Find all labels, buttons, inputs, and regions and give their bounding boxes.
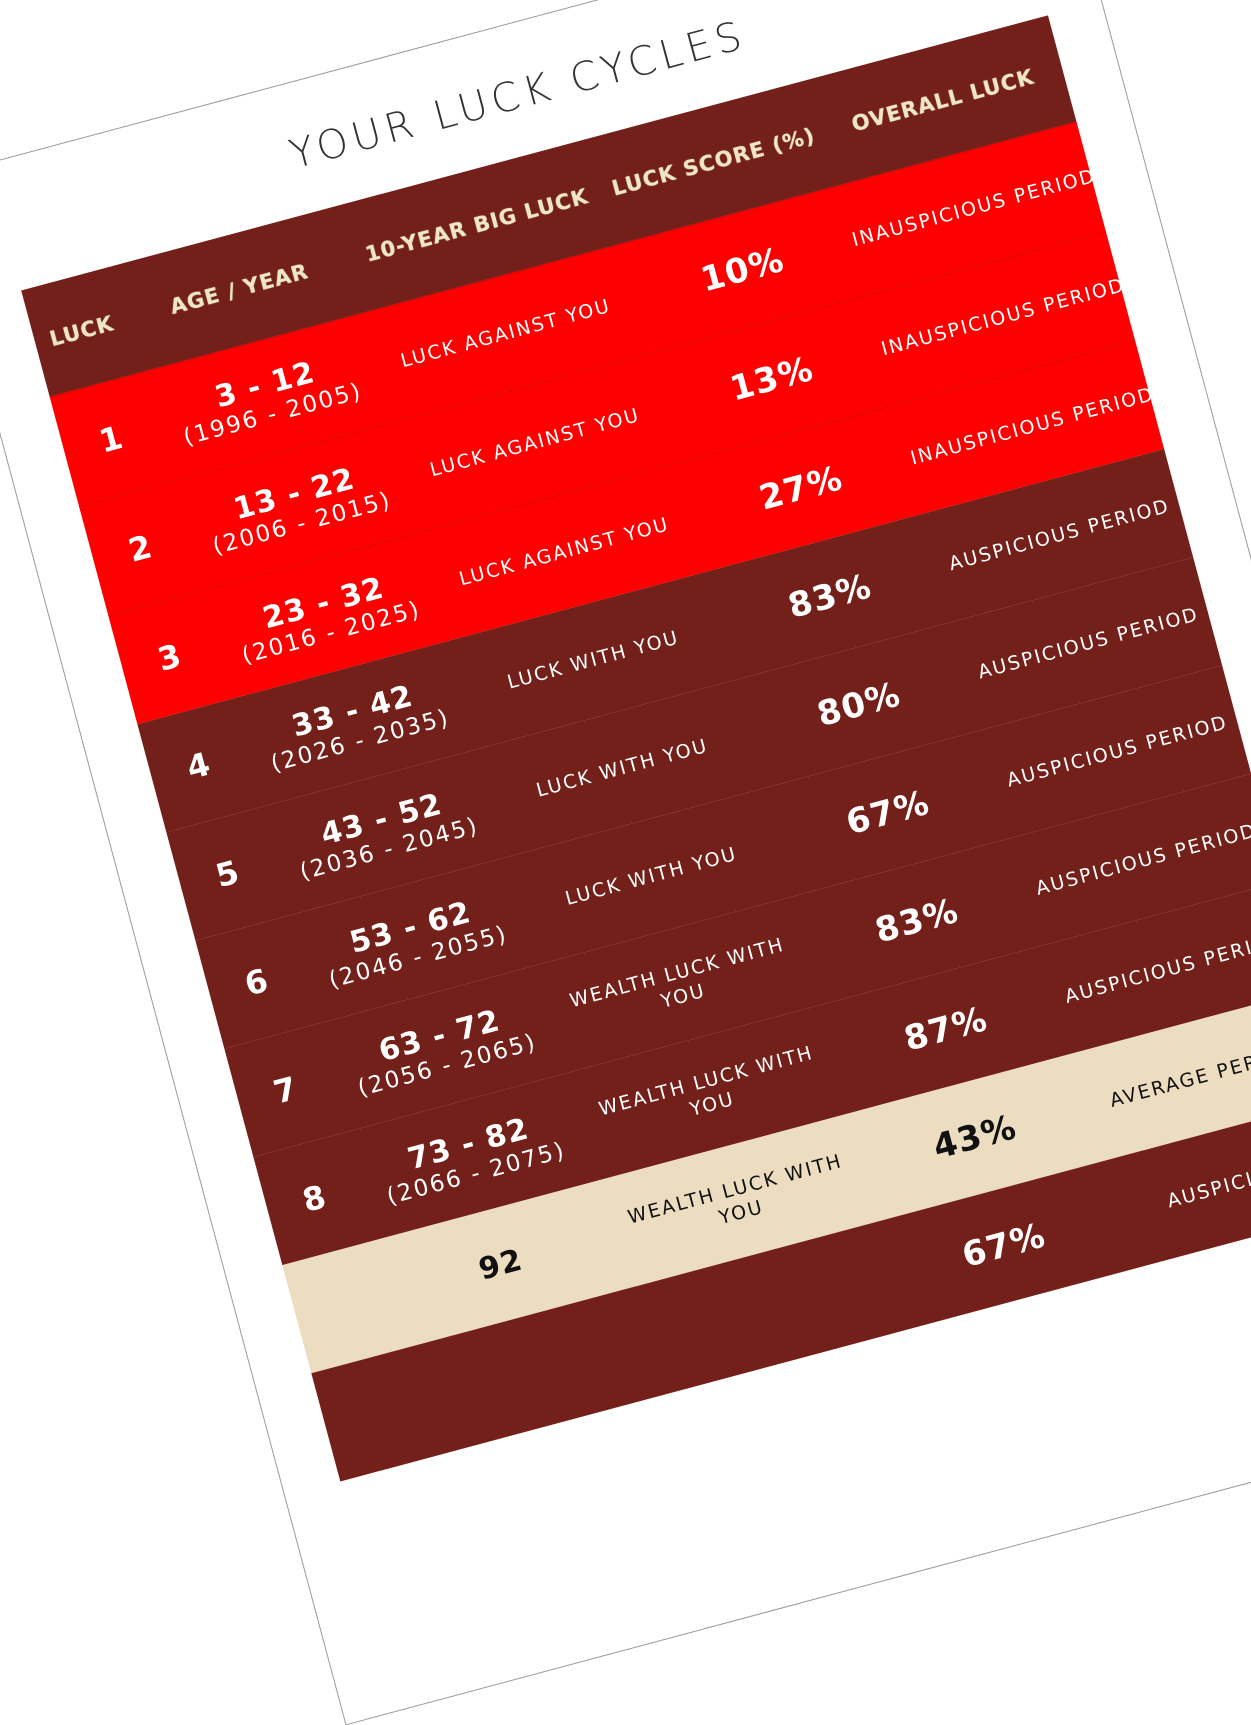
luck-score: 83% bbox=[870, 890, 963, 952]
luck-score: 83% bbox=[784, 566, 876, 627]
luck-number: 4 bbox=[182, 744, 214, 788]
luck-cycles-table: Luck Age / Year 10-Year Big Luck Luck Sc… bbox=[21, 15, 1251, 1482]
luck-number: 3 bbox=[153, 636, 185, 679]
luck-score: 43% bbox=[928, 1107, 1021, 1168]
luck-score: 87% bbox=[899, 999, 992, 1060]
big-luck: Luck with you bbox=[504, 626, 682, 694]
luck-score: 67% bbox=[957, 1215, 1050, 1276]
overall-luck: Auspicious period bbox=[1004, 711, 1231, 792]
age-year-cell: 92 bbox=[385, 1218, 616, 1311]
overall-luck: Average period bbox=[1107, 1040, 1251, 1112]
overall-luck: Inauspicious period bbox=[879, 274, 1128, 361]
luck-score: 27% bbox=[755, 458, 847, 519]
luck-number bbox=[326, 1403, 419, 1428]
big-luck: Luck against you bbox=[398, 294, 614, 373]
luck-number: 5 bbox=[211, 852, 243, 896]
age-range bbox=[419, 1343, 641, 1403]
big-luck: Luck against you bbox=[456, 513, 672, 591]
overall-luck: Inauspicious period bbox=[849, 164, 1099, 252]
header-luck-score: Luck Score (%) bbox=[609, 123, 818, 201]
luck-number: 1 bbox=[95, 418, 127, 461]
overall-luck: Auspicious period bbox=[1033, 819, 1251, 900]
year-range bbox=[419, 1343, 641, 1403]
luck-score: 13% bbox=[725, 349, 818, 410]
luck-number: 7 bbox=[269, 1069, 301, 1112]
age-range: 92 bbox=[474, 1242, 527, 1288]
header-age-year: Age / Year bbox=[167, 259, 311, 319]
overall-luck: Auspicious period bbox=[946, 495, 1173, 576]
luck-score: 67% bbox=[842, 782, 934, 844]
luck-number: 6 bbox=[240, 960, 272, 1004]
big-luck: Luck with you bbox=[533, 734, 711, 802]
luck-number: 8 bbox=[298, 1177, 330, 1220]
overall-luck: Auspicious period bbox=[1062, 927, 1251, 1008]
big-luck bbox=[641, 1275, 894, 1343]
overall-luck: Auspicious period bbox=[975, 603, 1202, 684]
overall-luck: Inauspicious period bbox=[908, 383, 1157, 470]
luck-score: 80% bbox=[813, 674, 905, 736]
age-year-cell bbox=[419, 1343, 641, 1403]
big-luck: Luck with you bbox=[562, 842, 740, 910]
luck-score: 10% bbox=[696, 239, 789, 301]
header-luck: Luck bbox=[47, 311, 117, 352]
header-overall-luck: Overall Luck bbox=[849, 64, 1037, 137]
big-luck: Luck against you bbox=[427, 404, 643, 482]
luck-number bbox=[297, 1294, 390, 1319]
overall-luck: Auspicious bbox=[1164, 1156, 1251, 1213]
luck-number: 2 bbox=[124, 527, 156, 570]
